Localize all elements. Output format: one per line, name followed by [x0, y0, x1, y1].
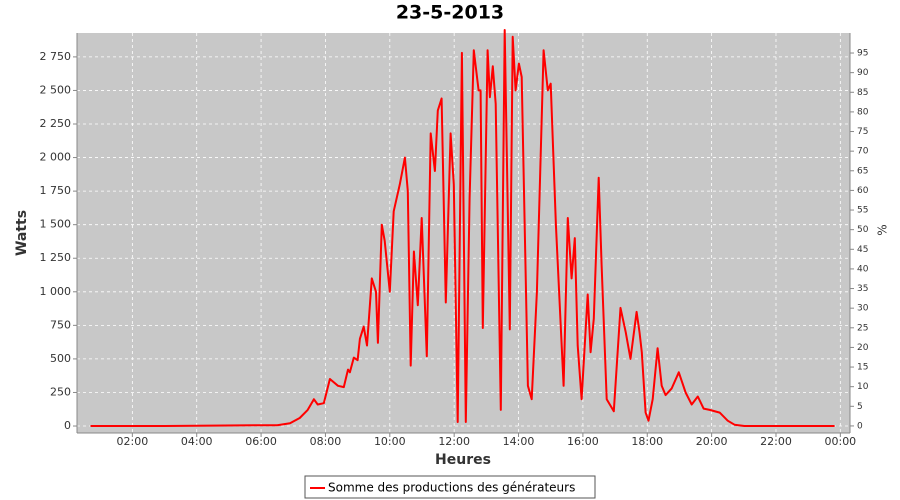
y2-tick-label: 40 [857, 264, 869, 274]
x-tick-label: 10:00 [374, 435, 406, 448]
x-tick-label: 00:00 [824, 435, 856, 448]
y-tick-label: 0 [64, 419, 71, 432]
y2-tick-label: 85 [857, 88, 868, 98]
y2-tick-label: 65 [857, 166, 868, 176]
x-tick-label: 22:00 [760, 435, 792, 448]
x-tick-label: 20:00 [696, 435, 728, 448]
y-tick-label: 500 [50, 352, 71, 365]
x-tick-label: 08:00 [310, 435, 342, 448]
x-tick-label: 14:00 [503, 435, 535, 448]
y2-tick-label: 45 [857, 245, 868, 255]
x-tick-label: 04:00 [181, 435, 213, 448]
y2-tick-label: 10 [857, 382, 869, 392]
y2-tick-label: 50 [857, 225, 869, 235]
y2-tick-label: 60 [857, 186, 869, 196]
x-tick-label: 18:00 [631, 435, 663, 448]
y-tick-label: 2 750 [40, 50, 72, 63]
legend: Somme des productions des générateurs [304, 475, 596, 499]
y2-tick-label: 25 [857, 323, 868, 333]
y-tick-label: 1 750 [40, 184, 72, 197]
y2-tick-label: 55 [857, 206, 868, 216]
legend-box [304, 475, 596, 499]
y2-axis-label: % [876, 224, 890, 235]
y2-tick-label: 70 [857, 147, 869, 157]
x-tick-label: 12:00 [438, 435, 470, 448]
y-tick-label: 2 250 [40, 117, 72, 130]
series-line [90, 29, 835, 427]
y2-tick-label: 35 [857, 284, 868, 294]
y-tick-label: 2 000 [40, 151, 72, 164]
y2-tick-label: 30 [857, 304, 869, 314]
x-tick-label: 06:00 [245, 435, 277, 448]
legend-label: Somme des productions des générateurs [328, 481, 575, 495]
y-tick-label: 250 [50, 385, 71, 398]
y-tick-label: 1 250 [40, 251, 72, 264]
y-tick-label: 2 500 [40, 83, 72, 96]
x-tick-label: 16:00 [567, 435, 599, 448]
y2-tick-label: 75 [857, 127, 868, 137]
x-tick-label: 02:00 [117, 435, 149, 448]
chart-title: 23-5-2013 [396, 2, 504, 24]
y-axis-label: Watts [14, 210, 30, 256]
y-tick-label: 1 500 [40, 218, 72, 231]
y2-tick-label: 5 [857, 402, 863, 412]
y2-tick-label: 90 [857, 68, 869, 78]
y2-tick-label: 80 [857, 107, 869, 117]
y2-tick-label: 15 [857, 363, 868, 373]
y2-tick-label: 95 [857, 49, 868, 59]
y-tick-label: 1 000 [40, 285, 72, 298]
y2-tick-label: 20 [857, 343, 869, 353]
y2-tick-label: 0 [857, 421, 863, 431]
x-axis-label: Heures [435, 452, 491, 468]
y-tick-label: 750 [50, 318, 71, 331]
